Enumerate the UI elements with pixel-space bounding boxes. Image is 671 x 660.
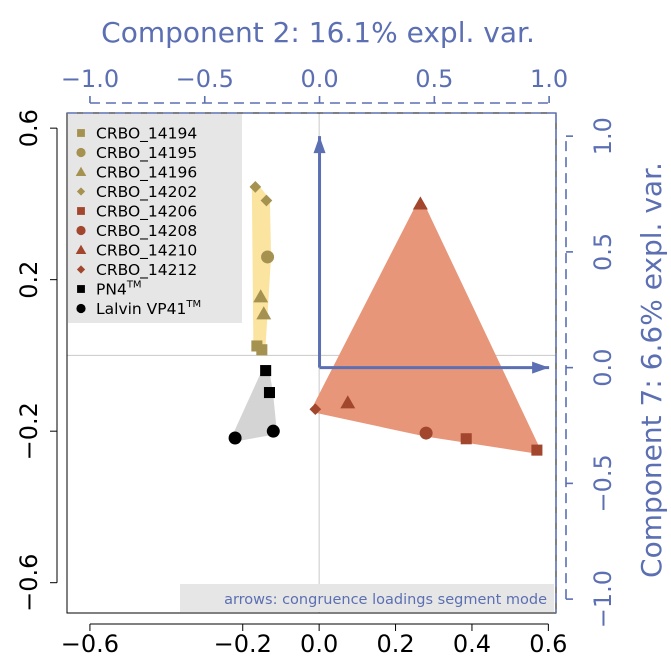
left-tick-label-2: −0.2 — [15, 402, 43, 460]
data-point-g3-2 — [263, 387, 276, 399]
data-point-g3-1 — [260, 365, 272, 377]
legend-label-8: CRBO_14212 — [96, 261, 197, 280]
top-tick-label-2: −0.5 — [176, 65, 234, 93]
data-point-g2-4 — [419, 426, 433, 440]
note-text: arrows: congruence loadings segment mode — [224, 592, 547, 608]
data-point-g1-1 — [249, 181, 262, 193]
right-tick-label-2: −0.5 — [589, 454, 617, 512]
legend-box — [68, 114, 242, 323]
legend-marker-8 — [76, 265, 86, 274]
left-tick-label-4: 0.6 — [15, 109, 43, 147]
right-tick-label-5: 1.0 — [589, 117, 617, 155]
plot-area: −0.6 −0.2 0.0 0.2 0.4 0.6 −0.6 −0.2 0.2 0.6 −1.0 −0… — [15, 65, 617, 658]
legend-label-7: CRBO_14210 — [96, 242, 197, 261]
data-point-g2-6 — [531, 444, 543, 456]
data-point-g2-2 — [309, 403, 322, 416]
legend-marker-3 — [75, 166, 87, 176]
legend-marker-7 — [75, 244, 87, 254]
data-point-g2-1 — [412, 196, 428, 210]
legend-marker-1 — [77, 129, 85, 137]
data-point-g2-5 — [460, 433, 472, 445]
top-tick-label-4: 0.5 — [415, 65, 453, 93]
loading-arrows — [313, 136, 550, 374]
legend-marker-2 — [76, 147, 86, 158]
legend-marker-4 — [76, 187, 86, 196]
bottom-tick-label-2: −0.2 — [214, 630, 272, 658]
data-point-g1-3 — [261, 250, 275, 264]
legend-marker-10 — [76, 303, 86, 314]
group-hull-3 — [231, 367, 277, 442]
legend-label-10: Lalvin VP41TM — [96, 299, 201, 318]
bottom-tick-label-3: 0.0 — [300, 630, 338, 658]
legend-label-4: CRBO_14202 — [96, 183, 197, 202]
left-tick-label-1: −0.6 — [15, 554, 43, 612]
data-point-g3-3 — [266, 424, 280, 438]
right-tick-label-4: 0.5 — [589, 233, 617, 271]
legend-marker-5 — [77, 207, 85, 215]
top-axis-title: Component 2: 16.1% expl. var. — [101, 16, 535, 49]
right-tick-label-3: 0.0 — [589, 349, 617, 387]
legend-label-superscript-9: TM — [126, 280, 142, 291]
left-tick-label-3: 0.2 — [15, 261, 43, 299]
note-box — [180, 584, 554, 612]
data-point-g3-4 — [228, 431, 242, 445]
bottom-tick-label-6: 0.6 — [529, 630, 567, 658]
legend: CRBO_14194CRBO_14195CRBO_14196CRBO_14202… — [68, 114, 242, 323]
legend-label-2: CRBO_14195 — [96, 144, 197, 163]
top-tick-label-3: 0.0 — [300, 65, 338, 93]
loading-arrow-head-1 — [532, 361, 550, 374]
legend-label-3: CRBO_14196 — [96, 164, 197, 183]
bottom-tick-label-4: 0.2 — [376, 630, 414, 658]
legend-marker-9 — [77, 285, 85, 293]
data-point-g1-2 — [260, 194, 273, 207]
right-tick-label-1: −1.0 — [589, 570, 617, 628]
legend-label-6: CRBO_14208 — [96, 222, 197, 241]
bottom-tick-label-5: 0.4 — [453, 630, 491, 658]
data-point-g1-5 — [256, 306, 272, 320]
data-point-g2-3 — [340, 395, 356, 409]
loading-arrow-head-2 — [313, 136, 326, 154]
data-point-g1-7 — [256, 344, 268, 356]
top-tick-label-5: 1.0 — [530, 65, 568, 93]
right-axis-title: Component 7: 6.6% expl. var. — [635, 162, 668, 578]
legend-label-1: CRBO_14194 — [96, 125, 197, 144]
legend-marker-6 — [76, 225, 86, 236]
group-hull-1 — [251, 183, 272, 354]
group-hull-2 — [311, 200, 541, 454]
data-point-g1-4 — [253, 289, 269, 303]
bottom-tick-label-1: −0.6 — [61, 630, 119, 658]
legend-label-5: CRBO_14206 — [96, 203, 197, 222]
legend-label-superscript-10: TM — [185, 299, 201, 310]
top-tick-label-1: −1.0 — [61, 65, 119, 93]
